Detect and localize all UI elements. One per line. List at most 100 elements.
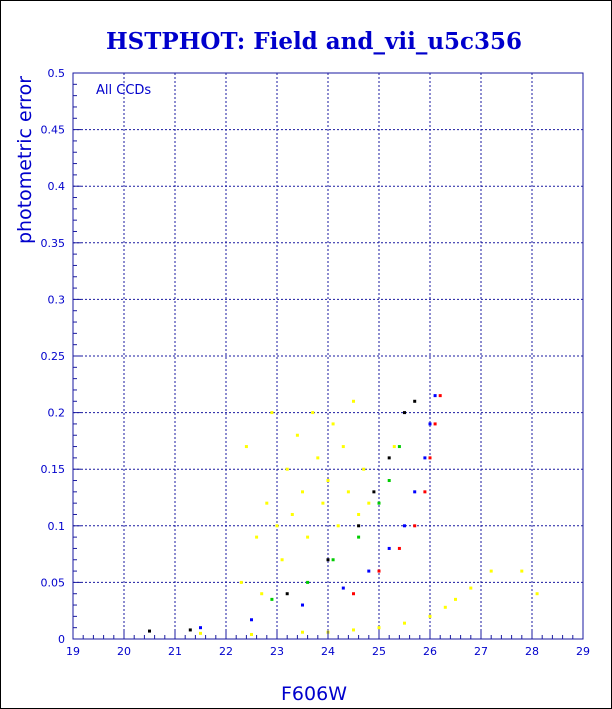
data-point — [413, 490, 417, 494]
data-point — [341, 586, 345, 590]
data-point — [428, 456, 432, 460]
data-point — [148, 629, 151, 633]
data-point — [301, 490, 304, 494]
data-point — [367, 501, 371, 505]
data-point — [387, 456, 391, 460]
grid — [73, 73, 583, 639]
data-point — [387, 546, 391, 550]
data-point — [357, 512, 361, 516]
data-point — [270, 411, 274, 415]
x-tick-label: 28 — [525, 645, 539, 658]
data-point — [250, 618, 253, 622]
data-point — [443, 605, 447, 609]
data-point — [250, 632, 253, 636]
y-tick-label: 0.35 — [41, 237, 66, 250]
chart-title: HSTPHOT: Field and_vii_u5c356 — [106, 28, 522, 55]
data-point — [352, 399, 355, 403]
data-point — [387, 479, 391, 483]
data-point — [392, 445, 396, 449]
data-points — [148, 394, 539, 636]
x-tick-label: 23 — [270, 645, 284, 658]
data-point — [367, 569, 371, 573]
data-point — [331, 422, 335, 426]
data-point — [188, 628, 192, 632]
x-tick-label: 21 — [168, 645, 182, 658]
y-tick-label: 0.1 — [48, 520, 66, 533]
data-point — [265, 501, 269, 505]
y-tick-label: 0.05 — [41, 576, 66, 589]
data-point — [239, 580, 243, 584]
data-point — [413, 399, 417, 403]
data-point — [290, 512, 294, 516]
data-point — [428, 614, 432, 618]
data-point — [454, 597, 457, 601]
y-tick-label: 0.3 — [48, 293, 66, 306]
data-point — [403, 621, 406, 625]
data-point — [423, 456, 427, 460]
data-point — [362, 467, 366, 471]
data-point — [326, 558, 330, 562]
y-tick-label: 0.4 — [48, 180, 66, 193]
data-point — [199, 626, 202, 630]
data-point — [311, 411, 315, 415]
data-point — [346, 490, 350, 494]
x-tick-label: 29 — [576, 645, 590, 658]
data-point — [326, 479, 330, 483]
y-axis-label: photometric error — [14, 76, 36, 244]
y-tick-label: 0.25 — [41, 350, 66, 363]
y-tick-label: 0.45 — [41, 124, 66, 137]
data-point — [438, 394, 442, 398]
data-point — [255, 535, 259, 539]
data-point — [520, 569, 524, 573]
data-point — [285, 592, 289, 596]
data-point — [285, 467, 289, 471]
data-point — [270, 597, 274, 601]
y-tick-label: 0.15 — [41, 463, 66, 476]
data-point — [316, 456, 320, 460]
data-point — [377, 626, 381, 630]
x-tick-label: 20 — [117, 645, 131, 658]
data-point — [535, 592, 539, 596]
x-tick-label: 22 — [219, 645, 233, 658]
x-tick-label: 26 — [423, 645, 437, 658]
data-point — [357, 535, 361, 539]
data-point — [433, 422, 437, 426]
data-point — [306, 535, 310, 539]
data-point — [301, 630, 304, 634]
data-point — [469, 586, 473, 590]
x-tick-label: 19 — [66, 645, 80, 658]
data-point — [336, 524, 340, 528]
data-point — [244, 445, 248, 449]
data-point — [341, 445, 345, 449]
data-point — [331, 558, 335, 562]
data-point — [352, 628, 355, 632]
data-point — [321, 501, 325, 505]
data-point — [428, 422, 432, 426]
data-point — [295, 433, 299, 437]
data-point — [199, 631, 202, 635]
data-point — [377, 569, 381, 573]
x-axis-label: F606W — [281, 683, 347, 705]
data-point — [357, 524, 361, 528]
data-point — [403, 411, 406, 415]
y-tick-label: 0.2 — [48, 407, 66, 420]
x-tick-label: 27 — [474, 645, 488, 658]
data-point — [260, 592, 264, 596]
data-point — [280, 558, 284, 562]
data-point — [301, 603, 304, 607]
data-point — [275, 524, 279, 528]
data-point — [423, 490, 427, 494]
chart-annotation: All CCDs — [96, 83, 151, 98]
data-point — [397, 546, 401, 550]
x-tick-label: 24 — [321, 645, 335, 658]
data-point — [397, 445, 401, 449]
data-point — [377, 501, 381, 505]
data-point — [413, 524, 417, 528]
axis-ticks: 19 20 21 22 23 24 25 26 27 28 29 0 0.05 0.1 0.15 0.2 0.2… — [41, 67, 591, 658]
data-point — [352, 592, 355, 596]
data-point — [372, 490, 376, 494]
data-point — [433, 394, 437, 398]
data-point — [403, 524, 406, 528]
